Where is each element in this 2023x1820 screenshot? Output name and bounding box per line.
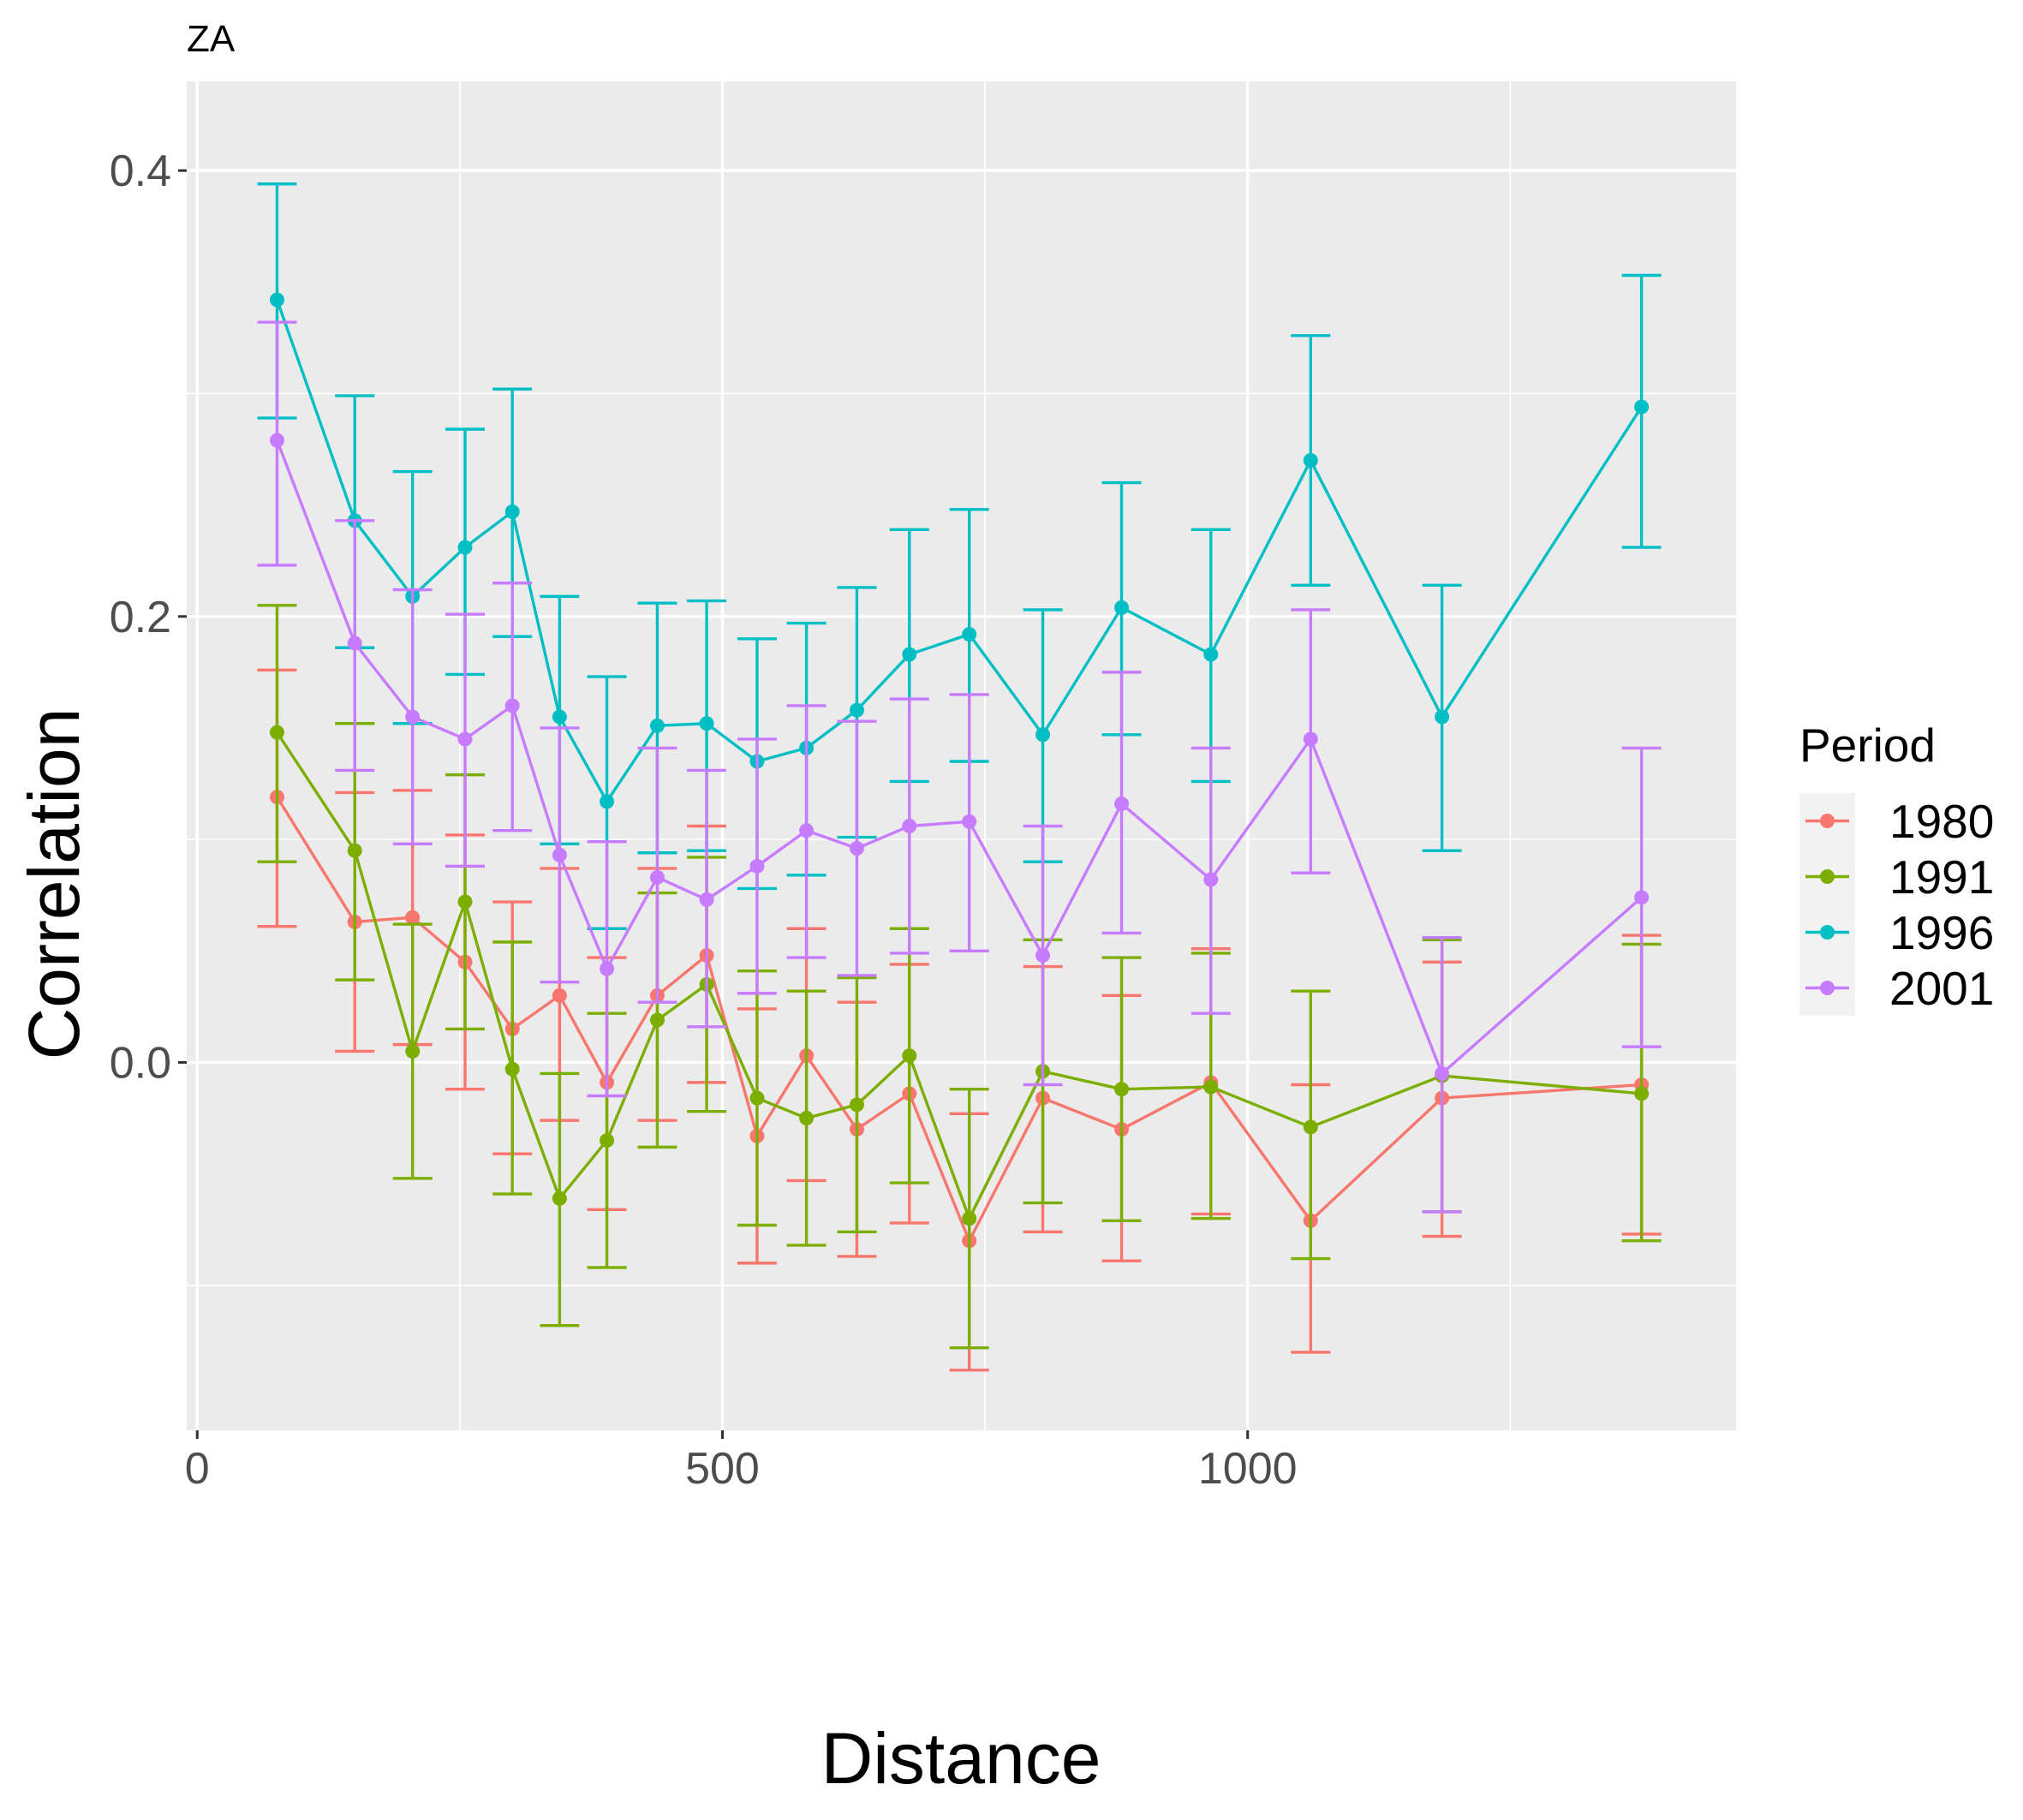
y-axis-title: Correlation bbox=[14, 708, 94, 1060]
point-1991 bbox=[749, 1090, 765, 1106]
point-1996 bbox=[649, 718, 665, 733]
point-1991 bbox=[457, 894, 473, 910]
point-2001 bbox=[799, 823, 815, 838]
point-1996 bbox=[1035, 727, 1051, 743]
x-tick-label: 1000 bbox=[1198, 1444, 1298, 1494]
legend-item-1980: 1980 bbox=[1799, 793, 1994, 849]
point-2001 bbox=[902, 819, 917, 834]
point-2001 bbox=[1634, 890, 1650, 905]
point-1996 bbox=[902, 647, 917, 662]
point-1996 bbox=[1634, 399, 1650, 415]
point-1991 bbox=[849, 1097, 864, 1113]
point-2001 bbox=[600, 961, 615, 976]
point-1996 bbox=[849, 702, 864, 718]
point-1991 bbox=[799, 1111, 815, 1126]
legend-title: Period bbox=[1799, 719, 1936, 772]
line-1991 bbox=[276, 731, 1642, 1220]
point-1991 bbox=[405, 1043, 421, 1059]
legend-label: 2001 bbox=[1889, 962, 1994, 1015]
point-1996 bbox=[1203, 647, 1219, 662]
point-1991 bbox=[600, 1133, 615, 1149]
point-1991 bbox=[1303, 1119, 1318, 1135]
legend-key-point bbox=[1820, 814, 1835, 828]
point-2001 bbox=[347, 636, 362, 651]
series-2001 bbox=[257, 320, 1662, 1214]
y-tick-label: 0.2 bbox=[110, 593, 171, 642]
point-1991 bbox=[347, 843, 362, 858]
point-1996 bbox=[1114, 600, 1130, 615]
x-tick-label: 500 bbox=[685, 1444, 760, 1494]
point-1980 bbox=[405, 910, 421, 925]
point-2001 bbox=[749, 858, 765, 874]
point-2001 bbox=[649, 869, 665, 885]
x-axis: 0 500 1000 bbox=[185, 1430, 1298, 1494]
point-1996 bbox=[552, 709, 567, 725]
point-2001 bbox=[1114, 796, 1130, 811]
point-1991 bbox=[1634, 1086, 1650, 1101]
y-tick-label: 0.0 bbox=[110, 1038, 171, 1088]
point-1991 bbox=[552, 1190, 567, 1206]
x-axis-title: Distance bbox=[821, 1718, 1101, 1799]
point-1996 bbox=[962, 627, 977, 642]
line-1996 bbox=[275, 299, 1644, 803]
point-2001 bbox=[1303, 731, 1318, 747]
point-2001 bbox=[405, 709, 421, 725]
point-1996 bbox=[1435, 709, 1450, 725]
point-1991 bbox=[1203, 1079, 1219, 1095]
legend-key-point bbox=[1820, 869, 1835, 884]
legend-label: 1991 bbox=[1889, 850, 1994, 904]
x-tick-label: 0 bbox=[185, 1444, 210, 1494]
point-2001 bbox=[504, 698, 520, 713]
point-2001 bbox=[552, 847, 567, 862]
legend-key-point bbox=[1820, 925, 1835, 940]
legend-item-2001: 2001 bbox=[1799, 960, 1994, 1016]
point-2001 bbox=[1035, 947, 1051, 963]
grid-major bbox=[187, 81, 1736, 1430]
legend-item-1996: 1996 bbox=[1799, 904, 1994, 960]
plot-panel bbox=[187, 81, 1736, 1430]
chart-title: ZA bbox=[187, 18, 236, 60]
legend-item-1991: 1991 bbox=[1799, 849, 1994, 904]
point-1996 bbox=[504, 504, 520, 519]
point-1996 bbox=[457, 540, 473, 555]
line-2001 bbox=[275, 439, 1643, 1076]
series-layer bbox=[257, 182, 1662, 1372]
legend-key-point bbox=[1820, 981, 1835, 995]
point-2001 bbox=[962, 814, 977, 829]
point-1980 bbox=[552, 988, 567, 1003]
point-1991 bbox=[649, 1012, 665, 1028]
grid-minor bbox=[187, 81, 1736, 1430]
point-1991 bbox=[269, 725, 284, 740]
line-1980 bbox=[276, 796, 1642, 1243]
point-1991 bbox=[902, 1048, 917, 1064]
legend-label: 1980 bbox=[1889, 795, 1994, 848]
point-2001 bbox=[1203, 872, 1219, 887]
point-1996 bbox=[699, 716, 714, 731]
y-axis: 0.0 0.2 0.4 bbox=[110, 146, 187, 1088]
point-1996 bbox=[1303, 453, 1318, 468]
point-2001 bbox=[699, 892, 714, 907]
point-2001 bbox=[457, 731, 473, 747]
y-tick-label: 0.4 bbox=[110, 146, 171, 196]
point-2001 bbox=[849, 841, 864, 856]
point-1996 bbox=[269, 292, 284, 307]
point-2001 bbox=[1435, 1065, 1450, 1081]
point-1991 bbox=[504, 1061, 520, 1077]
point-1996 bbox=[600, 794, 615, 809]
point-2001 bbox=[269, 433, 284, 448]
point-1991 bbox=[1114, 1082, 1130, 1097]
point-1991 bbox=[962, 1211, 977, 1226]
legend-label: 1996 bbox=[1889, 906, 1994, 959]
